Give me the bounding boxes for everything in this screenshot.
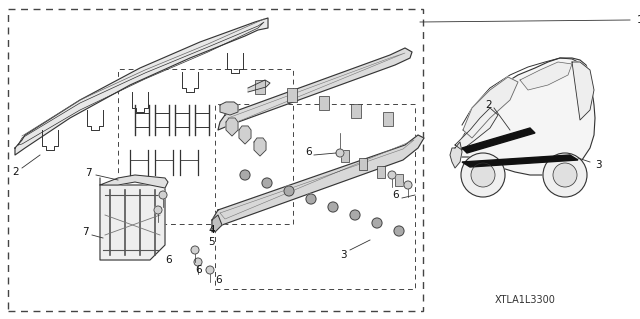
- Bar: [255, 80, 265, 94]
- Bar: [395, 174, 403, 186]
- Polygon shape: [462, 128, 535, 153]
- Text: 2: 2: [485, 100, 492, 110]
- Circle shape: [159, 191, 167, 199]
- Circle shape: [262, 178, 272, 188]
- Circle shape: [350, 210, 360, 220]
- Text: 5: 5: [208, 237, 214, 247]
- Polygon shape: [100, 175, 168, 188]
- Bar: [215, 104, 415, 289]
- Circle shape: [284, 186, 294, 196]
- Circle shape: [194, 258, 202, 266]
- Polygon shape: [462, 155, 578, 167]
- Circle shape: [306, 194, 316, 204]
- Text: 6: 6: [195, 265, 202, 275]
- Text: 4: 4: [208, 225, 214, 235]
- Polygon shape: [212, 135, 424, 232]
- Polygon shape: [15, 18, 268, 155]
- Polygon shape: [239, 126, 251, 144]
- Circle shape: [553, 163, 577, 187]
- Circle shape: [154, 206, 162, 214]
- Text: 1: 1: [637, 15, 640, 25]
- Polygon shape: [455, 108, 498, 150]
- Bar: [359, 158, 367, 170]
- Bar: [377, 166, 385, 178]
- Circle shape: [471, 163, 495, 187]
- Bar: [8, 9, 423, 311]
- Text: 6: 6: [305, 147, 312, 157]
- Polygon shape: [450, 142, 462, 168]
- Polygon shape: [455, 58, 595, 175]
- Circle shape: [394, 226, 404, 236]
- Text: 6: 6: [392, 190, 399, 200]
- Bar: [351, 104, 361, 118]
- Circle shape: [461, 153, 505, 197]
- Text: 3: 3: [340, 250, 347, 260]
- Bar: [287, 88, 297, 102]
- Text: 7: 7: [85, 168, 92, 178]
- Circle shape: [372, 218, 382, 228]
- Circle shape: [388, 171, 396, 179]
- Text: 6: 6: [165, 255, 172, 265]
- Circle shape: [328, 202, 338, 212]
- Circle shape: [240, 170, 250, 180]
- Text: 3: 3: [595, 160, 602, 170]
- Bar: [118, 69, 293, 224]
- Text: 2: 2: [12, 167, 19, 177]
- Circle shape: [404, 181, 412, 189]
- Circle shape: [206, 266, 214, 274]
- Bar: [319, 96, 329, 110]
- Polygon shape: [218, 48, 412, 130]
- Text: XTLA1L3300: XTLA1L3300: [495, 295, 556, 305]
- Polygon shape: [212, 215, 222, 232]
- Text: 6: 6: [215, 275, 221, 285]
- Polygon shape: [254, 138, 266, 156]
- Polygon shape: [520, 62, 572, 90]
- Circle shape: [543, 153, 587, 197]
- Bar: [383, 112, 393, 126]
- Polygon shape: [463, 77, 518, 138]
- Polygon shape: [572, 62, 594, 120]
- Circle shape: [191, 246, 199, 254]
- Polygon shape: [220, 102, 238, 115]
- Text: 7: 7: [82, 227, 88, 237]
- Polygon shape: [248, 80, 270, 92]
- Bar: [341, 150, 349, 162]
- Polygon shape: [100, 185, 165, 260]
- Circle shape: [336, 149, 344, 157]
- Polygon shape: [226, 118, 238, 136]
